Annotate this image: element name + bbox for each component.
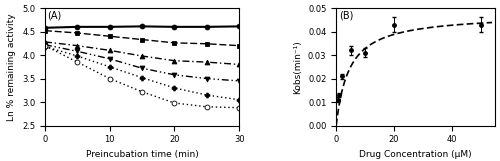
10 μM xyxy=(74,50,80,52)
Line: 50 μM: 50 μM xyxy=(42,43,241,110)
10 μM xyxy=(172,74,177,76)
0 μM xyxy=(139,25,145,27)
2 μM xyxy=(139,39,145,41)
10 μM xyxy=(42,44,48,46)
20 μM xyxy=(172,87,177,89)
2 μM xyxy=(236,45,242,47)
50 μM xyxy=(106,78,112,80)
50 μM xyxy=(204,106,210,108)
Y-axis label: Kobs(min⁻¹): Kobs(min⁻¹) xyxy=(294,40,302,94)
5 μM xyxy=(74,45,80,47)
Line: 20 μM: 20 μM xyxy=(42,44,241,102)
20 μM xyxy=(106,66,112,68)
10 μM xyxy=(236,80,242,82)
20 μM xyxy=(204,94,210,96)
Line: 2 μM: 2 μM xyxy=(42,28,241,48)
2 μM xyxy=(204,43,210,45)
5 μM xyxy=(106,49,112,51)
0 μM xyxy=(106,26,112,28)
20 μM xyxy=(74,55,80,57)
5 μM xyxy=(42,41,48,43)
5 μM xyxy=(236,63,242,65)
X-axis label: Preincubation time (min): Preincubation time (min) xyxy=(86,150,198,159)
50 μM xyxy=(172,102,177,104)
50 μM xyxy=(74,61,80,63)
Line: 5 μM: 5 μM xyxy=(42,39,241,67)
Text: (B): (B) xyxy=(340,10,353,20)
20 μM xyxy=(236,99,242,101)
20 μM xyxy=(139,77,145,79)
5 μM xyxy=(172,60,177,62)
0 μM xyxy=(172,26,177,28)
2 μM xyxy=(74,32,80,34)
2 μM xyxy=(42,30,48,32)
20 μM xyxy=(42,46,48,47)
X-axis label: Drug Concentration (μM): Drug Concentration (μM) xyxy=(360,150,472,159)
Text: (A): (A) xyxy=(47,10,61,20)
50 μM xyxy=(42,45,48,47)
2 μM xyxy=(106,35,112,37)
10 μM xyxy=(106,58,112,60)
0 μM xyxy=(74,26,80,28)
10 μM xyxy=(204,78,210,80)
0 μM xyxy=(236,25,242,27)
5 μM xyxy=(204,61,210,63)
50 μM xyxy=(139,91,145,93)
Line: 10 μM: 10 μM xyxy=(42,42,241,83)
0 μM xyxy=(42,27,48,29)
Line: 0 μM: 0 μM xyxy=(42,24,241,30)
2 μM xyxy=(172,42,177,44)
5 μM xyxy=(139,55,145,57)
Legend: 0 μM, 2 μM, 5 μM, 10 μM, 20 μM, 50 μM: 0 μM, 2 μM, 5 μM, 10 μM, 20 μM, 50 μM xyxy=(238,24,281,98)
0 μM xyxy=(204,26,210,28)
10 μM xyxy=(139,67,145,69)
50 μM xyxy=(236,107,242,109)
Y-axis label: Ln % remaining activity: Ln % remaining activity xyxy=(8,13,16,121)
